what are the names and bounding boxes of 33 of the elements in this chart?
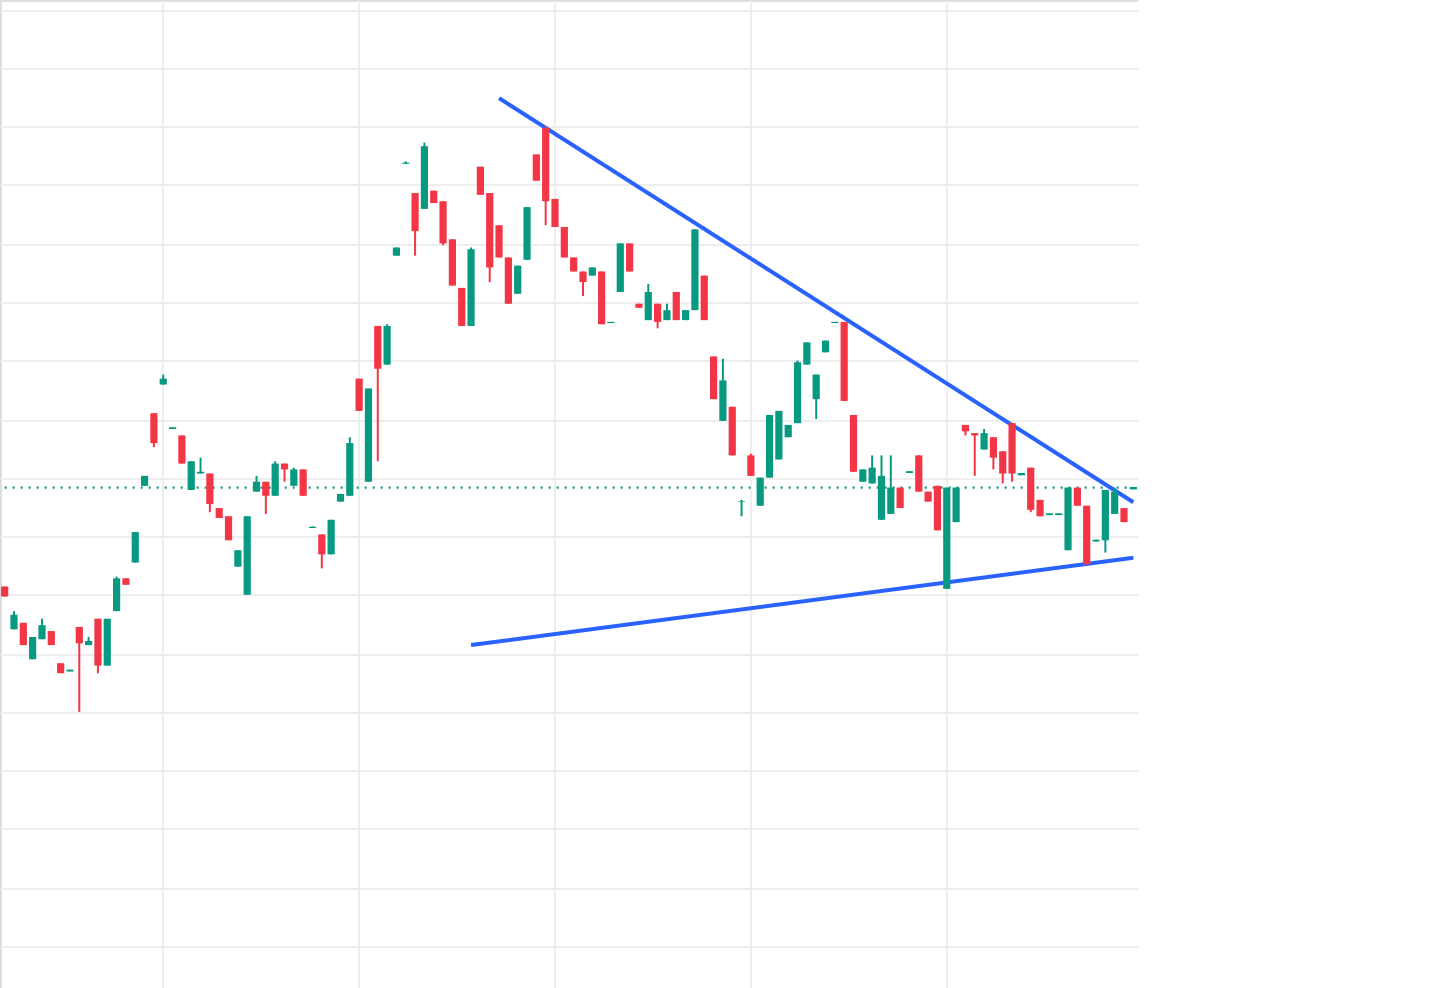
candlestick — [178, 434, 186, 465]
candlestick — [709, 355, 718, 401]
candlestick — [299, 468, 307, 497]
candlestick — [747, 452, 755, 477]
candlestick — [989, 436, 998, 471]
candlestick — [737, 498, 746, 518]
candlestick — [654, 302, 662, 330]
candlestick — [560, 226, 568, 259]
candlestick — [318, 533, 326, 570]
candlestick — [915, 454, 923, 493]
candlestick — [626, 242, 634, 273]
candlestick — [458, 286, 466, 327]
candlestick — [644, 282, 652, 322]
candlestick — [206, 472, 214, 514]
candlestick — [514, 264, 522, 295]
candlestick — [383, 323, 391, 366]
candlestick — [980, 428, 988, 451]
candlestick — [672, 291, 680, 322]
candlestick — [94, 617, 102, 675]
candlestick — [719, 357, 727, 422]
candlestick — [374, 324, 382, 463]
candlestick — [75, 625, 83, 713]
candlestick — [150, 412, 158, 449]
candlestick — [355, 377, 363, 412]
candlestick — [812, 373, 820, 421]
candlestick — [579, 270, 587, 298]
candlestick — [103, 617, 111, 667]
candlestick — [224, 515, 233, 542]
candlestick — [504, 256, 512, 305]
candlestick — [131, 531, 139, 564]
candlestick — [411, 192, 419, 257]
candlestick — [113, 575, 121, 613]
candlestick — [262, 480, 270, 515]
